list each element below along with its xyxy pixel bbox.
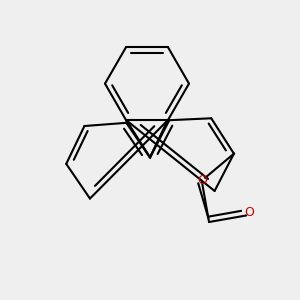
Text: O: O <box>197 174 207 187</box>
Text: O: O <box>244 206 254 219</box>
